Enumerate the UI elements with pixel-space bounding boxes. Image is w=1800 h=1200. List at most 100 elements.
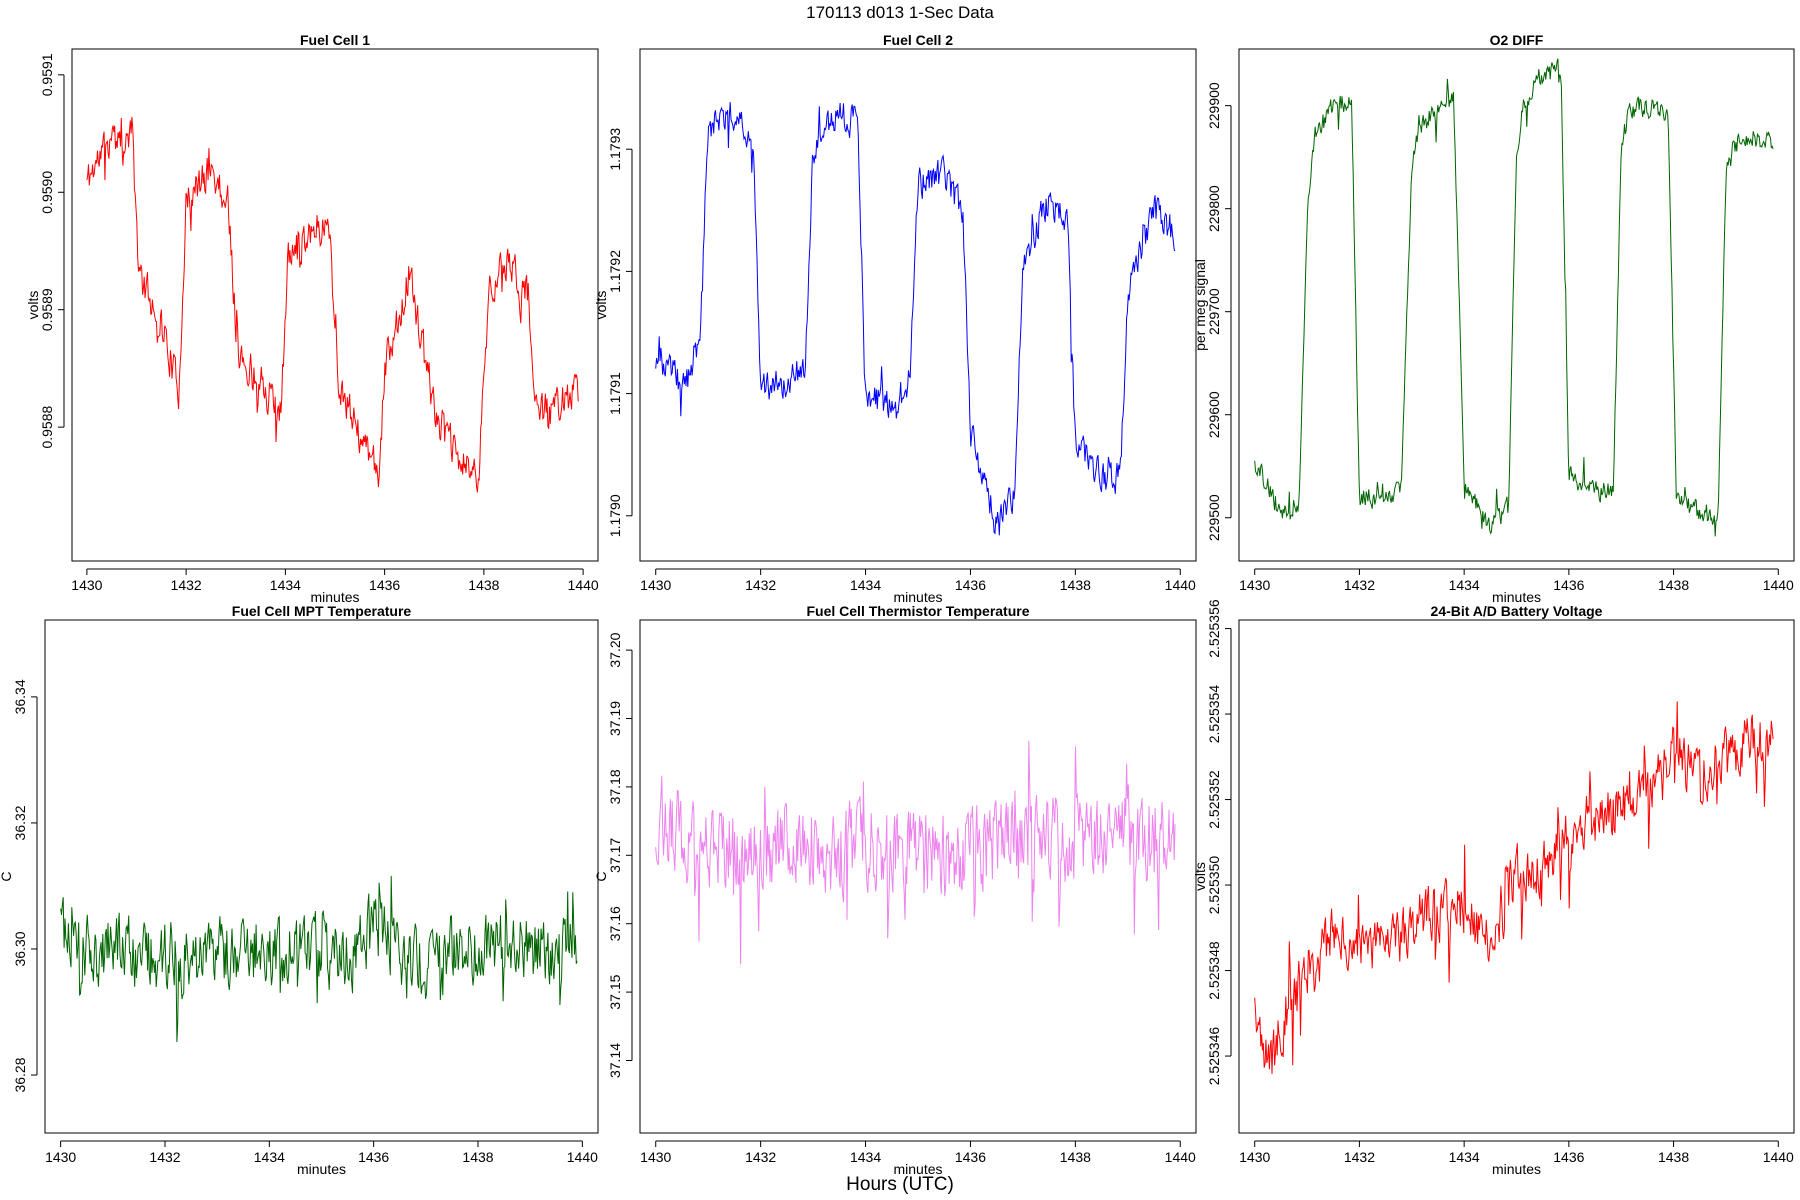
plot-frame [639, 619, 1197, 1134]
x-tick-label: 1440 [567, 1149, 598, 1165]
y-tick-label: 0.9590 [39, 171, 55, 214]
plot-frame [639, 48, 1197, 562]
x-axis-label: minutes [1492, 1161, 1541, 1177]
panel-title: Fuel Cell MPT Temperature [232, 603, 412, 619]
x-tick-label: 1430 [640, 1149, 671, 1165]
x-tick-label: 1432 [1344, 1149, 1375, 1165]
x-tick-label: 1440 [568, 577, 599, 593]
plot-frame [1238, 619, 1795, 1134]
y-axis-label: C [0, 871, 14, 881]
y-tick-label: 229700 [1206, 288, 1222, 335]
x-tick-label: 1440 [1165, 577, 1196, 593]
x-tick-label: 1434 [270, 577, 301, 593]
y-tick-label: 2.525354 [1206, 685, 1222, 744]
chart-panel-mpt-temperature: Fuel Cell MPT Temperature 1430 1432 1434 143… [0, 603, 599, 1177]
y-tick-label: 2.525346 [1206, 1027, 1222, 1086]
y-tick-label: 37.17 [607, 838, 623, 873]
x-tick-label: 1430 [71, 577, 102, 593]
chart-panel-fuel-cell-2: Fuel Cell 2 1430 1432 1434 1436 1438 1440 minut… [593, 32, 1197, 605]
x-tick-label: 1436 [1553, 1149, 1584, 1165]
x-tick-label: 1432 [171, 577, 202, 593]
y-tick-label: 2.525348 [1206, 941, 1222, 1000]
x-tick-label: 1434 [850, 1149, 881, 1165]
x-tick-label: 1432 [745, 577, 776, 593]
x-tick-label: 1434 [254, 1149, 285, 1165]
y-tick-label: 37.19 [607, 701, 623, 736]
x-tick-label: 1432 [149, 1149, 180, 1165]
x-tick-label: 1436 [358, 1149, 389, 1165]
y-tick-label: 2.525350 [1206, 856, 1222, 915]
x-tick-label: 1440 [1165, 1149, 1196, 1165]
y-tick-label: 36.32 [12, 805, 28, 840]
x-axis-label: minutes [297, 1161, 346, 1177]
x-tick-label: 1434 [1449, 1149, 1480, 1165]
y-axis-label: C [593, 871, 609, 881]
y-tick-label: 1.1791 [607, 372, 623, 415]
chart-panel-o2-diff: O2 DIFF 1430 1432 1434 1436 1438 1440 minutes 22… [1192, 32, 1795, 605]
x-tick-label: 1436 [955, 577, 986, 593]
y-axis-label: per meg signal [1192, 259, 1208, 351]
y-tick-label: 1.1792 [607, 250, 623, 293]
x-tick-label: 1430 [45, 1149, 76, 1165]
y-tick-label: 1.1793 [607, 128, 623, 171]
series-line [60, 875, 578, 1043]
y-tick-label: 0.9591 [39, 53, 55, 96]
x-tick-label: 1436 [955, 1149, 986, 1165]
x-tick-label: 1440 [1763, 1149, 1794, 1165]
y-tick-label: 229600 [1206, 391, 1222, 438]
panel-title: Fuel Cell 2 [883, 32, 953, 48]
x-tick-label: 1438 [1060, 1149, 1091, 1165]
panel-title: 24-Bit A/D Battery Voltage [1431, 603, 1603, 619]
x-tick-label: 1432 [745, 1149, 776, 1165]
y-tick-label: 37.20 [607, 632, 623, 667]
x-tick-label: 1440 [1763, 577, 1794, 593]
plot-frame [44, 619, 599, 1134]
y-tick-label: 0.9589 [39, 288, 55, 331]
x-tick-label: 1436 [369, 577, 400, 593]
plot-frame [1238, 48, 1795, 562]
y-tick-label: 0.9588 [39, 406, 55, 449]
x-tick-label: 1436 [1553, 577, 1584, 593]
x-tick-label: 1430 [1239, 577, 1270, 593]
figure-footer-label: Hours (UTC) [846, 1174, 954, 1195]
series-line [86, 116, 579, 493]
y-axis-label: volts [1192, 862, 1208, 891]
y-tick-label: 2.525356 [1206, 599, 1222, 658]
y-tick-label: 2.525352 [1206, 770, 1222, 829]
x-axis-label: minutes [893, 589, 942, 605]
series-line [655, 102, 1176, 536]
x-axis-label: minutes [1492, 589, 1541, 605]
panel-title: Fuel Cell 1 [300, 32, 370, 48]
chart-panel-battery-voltage: 24-Bit A/D Battery Voltage 1430 1432 1434 14… [1192, 599, 1795, 1177]
x-tick-label: 1438 [1658, 1149, 1689, 1165]
x-tick-label: 1438 [1060, 577, 1091, 593]
y-tick-label: 37.15 [607, 974, 623, 1009]
chart-panel-fuel-cell-1: Fuel Cell 1 1430 1432 1434 1436 1438 1440 minut… [25, 32, 599, 605]
panel-title: O2 DIFF [1490, 32, 1544, 48]
x-axis-label: minutes [893, 1161, 942, 1177]
chart-panel-thermistor-temperature: Fuel Cell Thermistor Temperature 1430 1432… [593, 603, 1197, 1177]
y-tick-label: 1.1790 [607, 494, 623, 537]
y-tick-label: 36.34 [12, 679, 28, 714]
x-tick-label: 1430 [1239, 1149, 1270, 1165]
y-axis-label: volts [25, 291, 41, 320]
x-tick-label: 1430 [640, 577, 671, 593]
y-tick-label: 229500 [1206, 494, 1222, 541]
x-tick-label: 1434 [850, 577, 881, 593]
x-axis-label: minutes [310, 589, 359, 605]
x-tick-label: 1438 [462, 1149, 493, 1165]
x-tick-label: 1434 [1449, 577, 1480, 593]
series-line [1254, 58, 1774, 537]
plot-frame [71, 48, 599, 562]
figure-title: 170113 d013 1-Sec Data [806, 3, 994, 22]
y-tick-label: 37.18 [607, 769, 623, 804]
x-tick-label: 1432 [1344, 577, 1375, 593]
y-tick-label: 229800 [1206, 185, 1222, 232]
series-line [655, 740, 1176, 965]
y-axis-label: volts [593, 291, 609, 320]
y-tick-label: 229900 [1206, 82, 1222, 129]
y-tick-label: 37.14 [607, 1043, 623, 1078]
series-line [1254, 701, 1774, 1074]
x-tick-label: 1438 [1658, 577, 1689, 593]
